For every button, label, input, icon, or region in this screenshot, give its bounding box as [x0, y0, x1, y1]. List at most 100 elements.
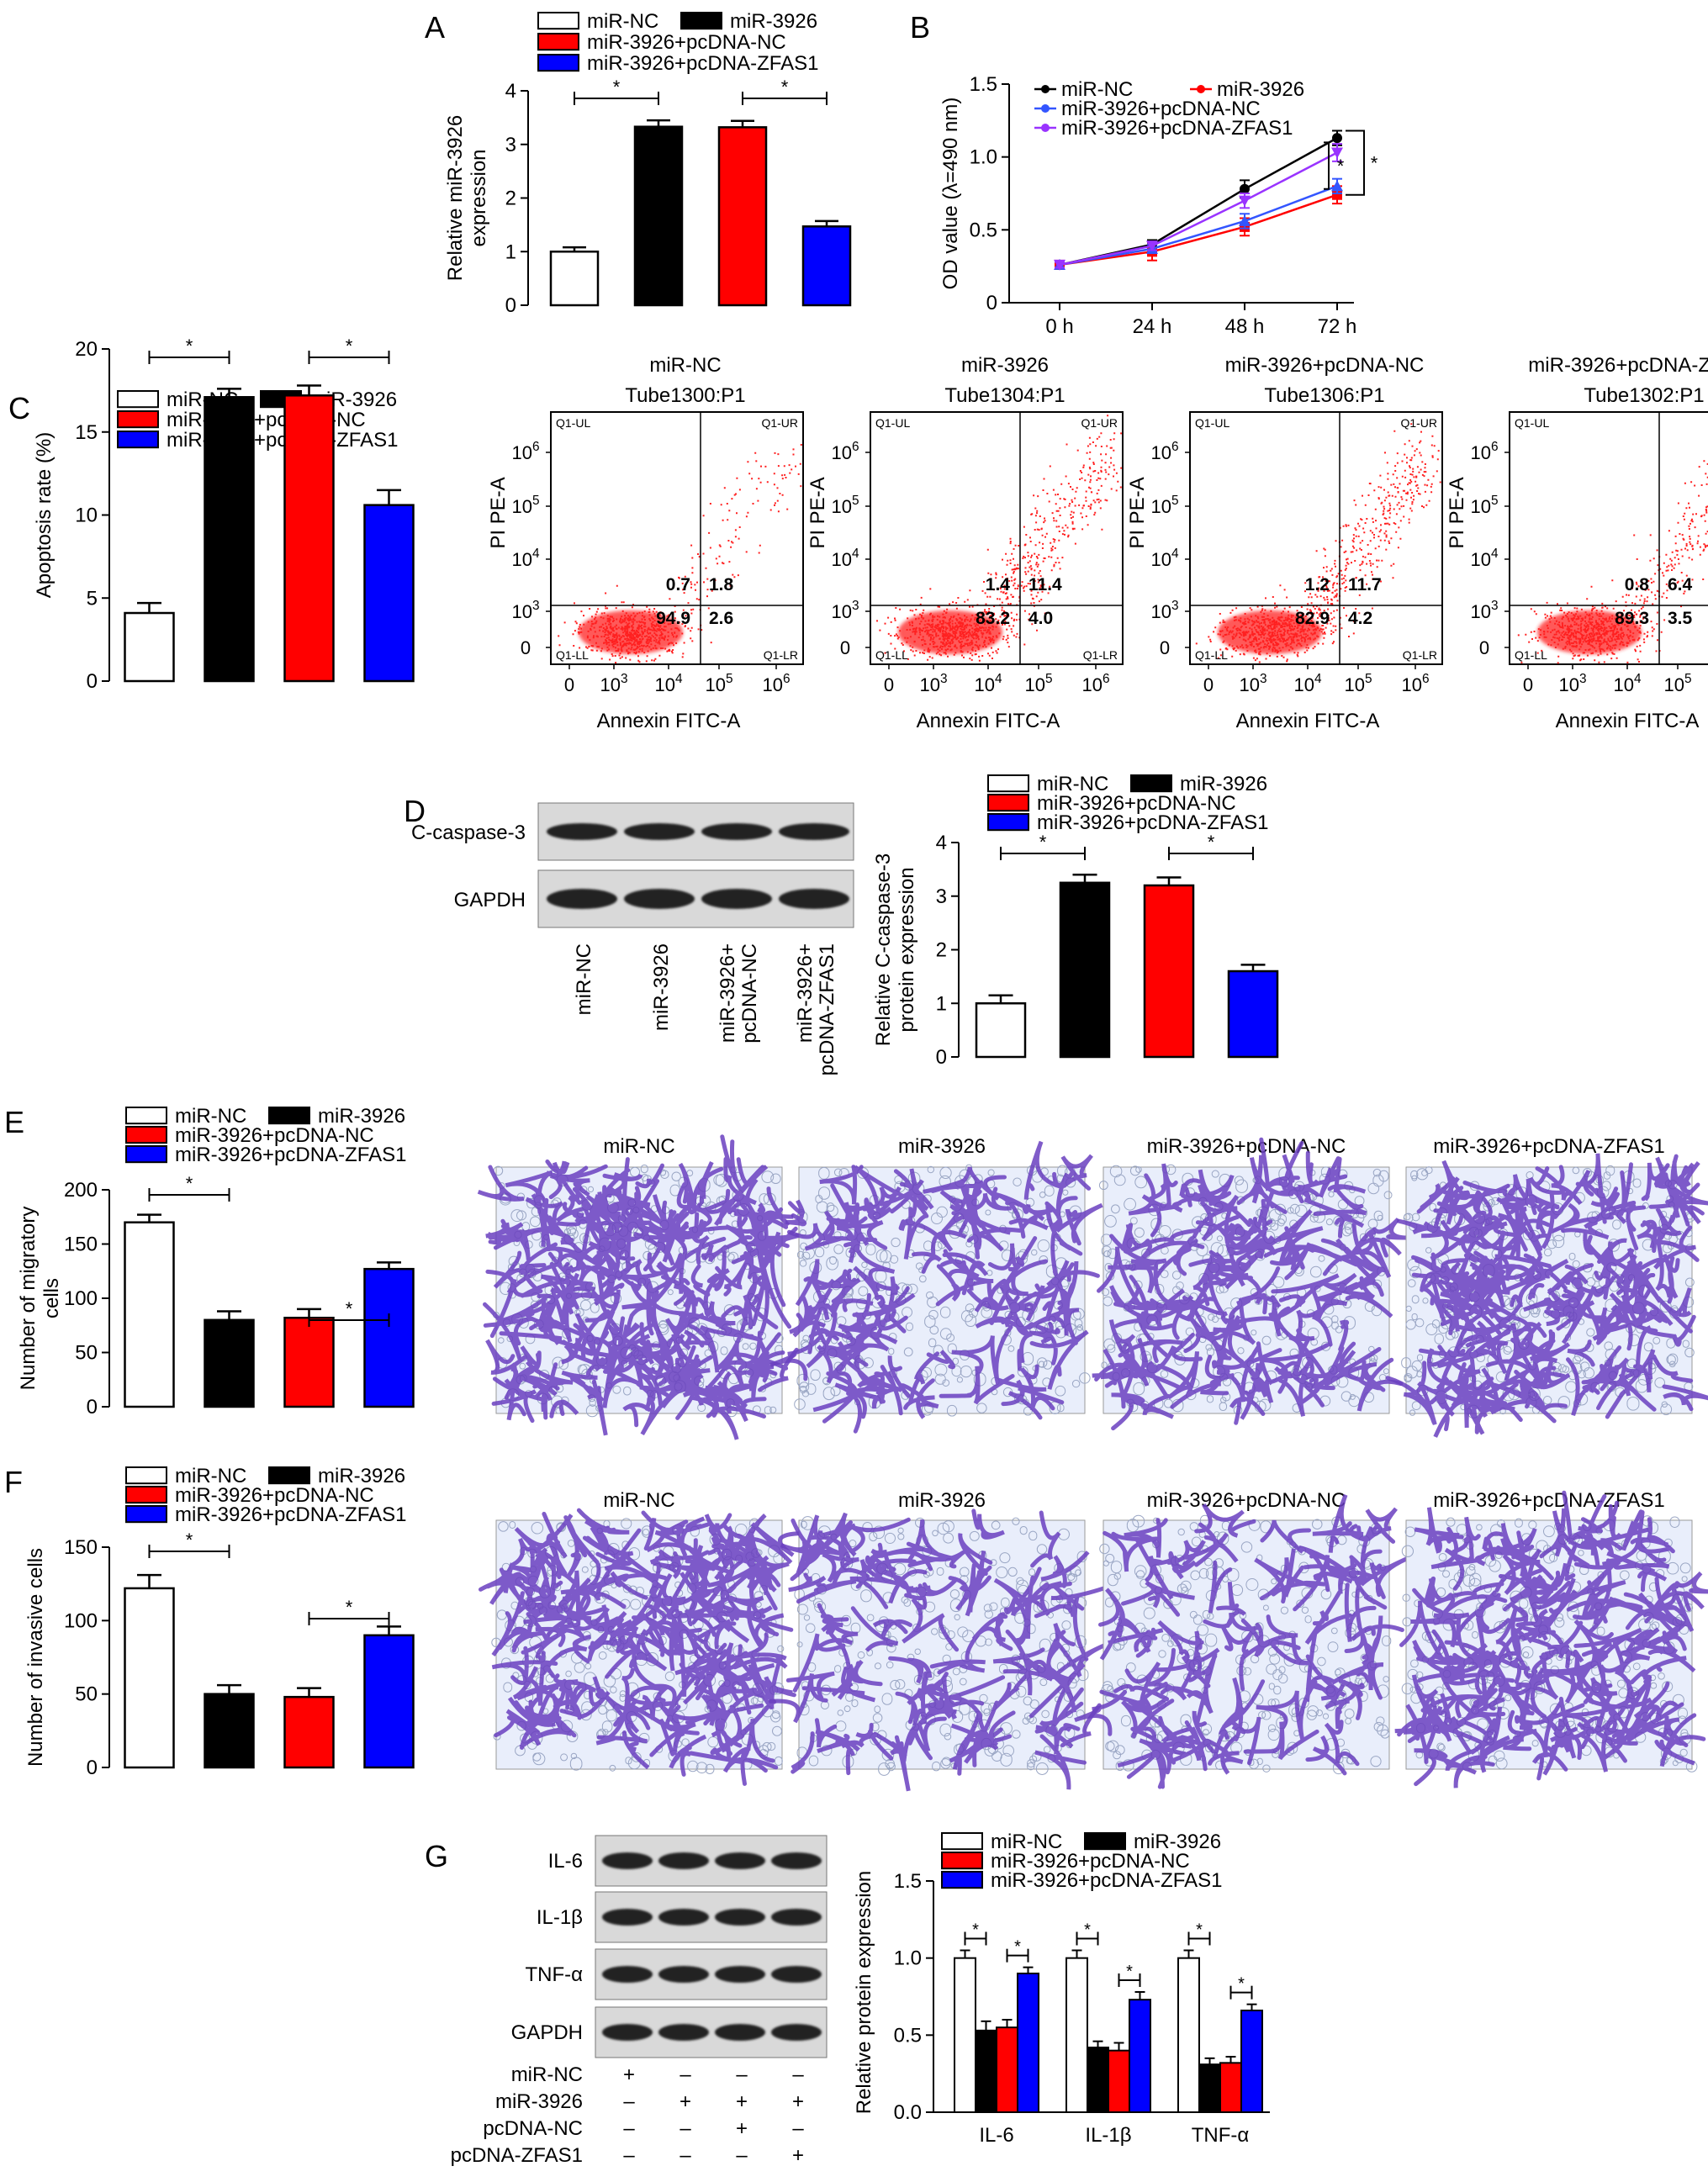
x-tick-label: 0 [1523, 674, 1533, 695]
quadrant-value: 89.3 [1615, 609, 1649, 628]
y-axis-title: Relative miR-3926expression [444, 115, 490, 281]
treatment-mark: – [679, 2144, 691, 2167]
micrograph-title: miR-3926+pcDNA-NC [1147, 1489, 1346, 1512]
x-tick-label: IL-1β [1085, 2124, 1131, 2147]
bar [363, 1634, 415, 1769]
x-tick-label: 48 h [1225, 315, 1265, 338]
sig-star: * [1014, 1938, 1021, 1957]
micrograph [477, 1134, 807, 1440]
quadrant-name: Q1-UL [1515, 416, 1549, 430]
x-tick-label: 105 [1024, 672, 1052, 695]
sig-star: * [1084, 1921, 1091, 1940]
blot-band [602, 1852, 653, 1869]
y-tick-label: 0.5 [970, 219, 997, 241]
legend-label: miR-3926+pcDNA-ZFAS1 [1037, 811, 1268, 834]
quadrant-value: 1.2 [1305, 575, 1330, 594]
panel-letter-E: E [4, 1105, 24, 1139]
blot-band [602, 2024, 653, 2041]
legend-label: miR-3926 [1217, 78, 1304, 101]
stained-cells [477, 1134, 807, 1440]
legend-swatch [987, 794, 1029, 812]
legend-label: miR-3926+pcDNA-NC [587, 31, 786, 54]
legend-label: miR-3926+pcDNA-ZFAS1 [991, 1869, 1222, 1892]
blot-row-label: IL-1β [537, 1906, 583, 1929]
legend-label: miR-3926+pcDNA-NC [1037, 792, 1236, 815]
bar [801, 225, 852, 307]
x-tick-label: IL-6 [979, 2124, 1013, 2147]
bar-chart-G: 0.0 0.5 1.0 1.5 Relative protein expression I… [853, 1870, 1270, 2147]
x-tick-label: 103 [1239, 672, 1266, 695]
treatment-label: miR-3926 [495, 2090, 583, 2113]
blot-band [779, 889, 849, 909]
x-tick-label: 104 [1613, 672, 1641, 695]
bar [1108, 2049, 1130, 2114]
x-tick-label: 103 [600, 672, 627, 695]
flow-tube: Tube1304:P1 [944, 384, 1065, 407]
lane-label: miR-NC [573, 943, 595, 1015]
flow-title: miR-3926+pcDNA-NC [1225, 354, 1425, 377]
y-axis-title: PI PE-A [487, 477, 510, 548]
treatment-mark: – [736, 2144, 748, 2167]
treatment-label: pcDNA-NC [483, 2117, 583, 2140]
flow-plot: miR-3926+pcDNA-ZFAS1Tube1302:P1Q1-ULQ1-U… [1446, 354, 1708, 732]
quadrant-value: 2.6 [709, 609, 733, 628]
legend-item: miR-3926+pcDNA-NC [941, 1850, 1190, 1873]
bar [975, 2029, 997, 2113]
y-tick-label: 3 [505, 134, 516, 156]
quadrant-name: Q1-UR [761, 416, 798, 430]
y-tick-label: 103 [831, 599, 859, 622]
series-line [1059, 193, 1338, 267]
blot-band [624, 823, 695, 840]
y-tick-label: 1.5 [970, 73, 997, 96]
micrograph [1074, 1493, 1408, 1789]
legend-swatch [1084, 1832, 1126, 1851]
y-axis-title: Number of migratorycells [17, 1207, 63, 1391]
quadrant-value: 11.4 [1029, 575, 1062, 594]
sig-star: * [1039, 832, 1047, 853]
y-tick-label: 150 [64, 1234, 98, 1256]
sig-star: * [346, 335, 353, 357]
blot-row-label: C-caspase-3 [411, 822, 526, 844]
stained-cells [479, 1508, 801, 1786]
y-tick-label: 106 [1470, 440, 1498, 463]
blot-band [771, 1852, 822, 1869]
legend: miR-NC miR-3926miR-3926+pcDNA-NCmiR-3926+… [125, 1465, 406, 1526]
treatment-mark: + [792, 2090, 804, 2113]
legend-marker [1197, 85, 1205, 93]
panel-letter-A: A [425, 10, 445, 45]
stained-cells [1092, 1137, 1410, 1431]
bar [954, 1957, 976, 2114]
stained-cells [1394, 1490, 1708, 1788]
bar [1143, 884, 1195, 1059]
blot-band [547, 823, 617, 840]
y-tick-label: 103 [511, 599, 539, 622]
y-tick-label: 1.0 [970, 146, 997, 169]
y-tick-label: 103 [1150, 599, 1178, 622]
y-axis-title: OD value (λ=490 nm) [939, 98, 962, 290]
x-tick-label: 0 h [1045, 315, 1073, 338]
x-tick-label: 0 [564, 674, 574, 695]
x-tick-label: 105 [1344, 672, 1372, 695]
y-tick-label: 20 [75, 338, 98, 361]
bar [1059, 881, 1111, 1059]
quadrant-name: Q1-LL [556, 648, 589, 662]
micrograph [1385, 1153, 1708, 1438]
bar [1219, 2062, 1242, 2113]
x-tick-label: 106 [1081, 672, 1109, 695]
y-tick-label: 200 [64, 1179, 98, 1202]
treatment-mark: – [792, 2117, 804, 2140]
blot-band [602, 1966, 653, 1983]
blot-band [547, 889, 617, 909]
y-tick-label: 106 [831, 440, 859, 463]
sig-star: * [1337, 156, 1345, 177]
quadrant-name: Q1-UR [1081, 416, 1118, 430]
bar [717, 126, 768, 307]
legend-item: miR-3926 [268, 1105, 405, 1128]
lane-label: miR-3926+pcDNA-ZFAS1 [794, 943, 838, 1075]
legend-swatch [117, 431, 159, 449]
micrograph [1394, 1490, 1708, 1788]
legend-label: miR-3926 [1180, 773, 1267, 795]
legend-label: miR-NC [587, 10, 658, 33]
treatment-mark: – [623, 2090, 635, 2113]
